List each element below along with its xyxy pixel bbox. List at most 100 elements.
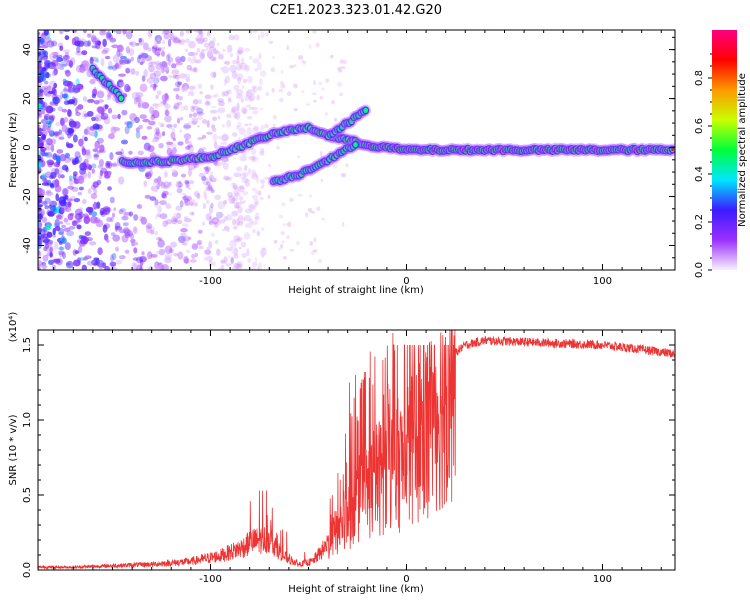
noise-speckle xyxy=(154,62,158,67)
noise-speckle xyxy=(187,51,196,57)
noise-speckle xyxy=(66,80,73,89)
noise-speckle xyxy=(183,194,189,203)
noise-speckle xyxy=(180,116,184,121)
noise-speckle xyxy=(59,245,64,251)
noise-speckle xyxy=(233,172,242,178)
noise-speckle xyxy=(157,103,163,108)
noise-speckle xyxy=(131,91,140,100)
noise-speckle xyxy=(321,87,325,91)
noise-speckle xyxy=(41,216,48,223)
noise-speckle xyxy=(114,222,121,229)
colorbar-tick-label: 0.4 xyxy=(694,166,705,182)
noise-speckle xyxy=(191,243,199,250)
noise-speckle xyxy=(244,123,249,127)
noise-speckle xyxy=(51,138,57,145)
noise-speckle xyxy=(220,161,226,165)
noise-speckle xyxy=(162,220,169,227)
noise-speckle xyxy=(38,39,41,46)
noise-speckle xyxy=(51,51,59,56)
noise-speckle xyxy=(333,164,337,169)
noise-speckle xyxy=(148,120,156,126)
noise-speckle xyxy=(201,175,207,181)
noise-speckle xyxy=(233,235,241,242)
noise-speckle xyxy=(76,45,81,54)
noise-speckle xyxy=(155,76,161,83)
noise-speckle xyxy=(172,147,177,154)
noise-speckle xyxy=(68,60,74,68)
noise-speckle xyxy=(101,49,109,55)
noise-speckle xyxy=(204,94,212,100)
noise-speckle xyxy=(252,228,256,234)
noise-speckle xyxy=(178,235,186,244)
noise-speckle xyxy=(146,77,155,84)
noise-speckle xyxy=(50,40,58,47)
noise-speckle xyxy=(60,174,65,179)
noise-speckle xyxy=(244,208,252,214)
noise-speckle xyxy=(227,227,230,233)
noise-speckle xyxy=(168,74,173,79)
noise-speckle xyxy=(206,31,211,37)
noise-speckle xyxy=(145,173,150,177)
noise-speckle xyxy=(58,136,65,140)
noise-speckle xyxy=(157,37,161,43)
noise-speckle xyxy=(104,55,111,60)
noise-speckle xyxy=(234,239,242,243)
noise-speckle xyxy=(212,134,218,141)
noise-speckle xyxy=(62,88,69,93)
noise-speckle xyxy=(313,237,317,243)
noise-speckle xyxy=(341,173,346,178)
noise-speckle xyxy=(102,206,111,212)
noise-speckle xyxy=(152,226,155,231)
noise-speckle xyxy=(177,251,184,260)
noise-speckle xyxy=(207,184,213,191)
noise-speckle xyxy=(123,210,127,219)
ridge-blob xyxy=(363,107,369,113)
noise-speckle xyxy=(143,180,148,187)
noise-speckle xyxy=(118,255,126,260)
noise-speckle xyxy=(220,259,226,264)
noise-speckle xyxy=(89,216,98,224)
noise-speckle xyxy=(221,66,230,74)
noise-speckle xyxy=(181,223,189,228)
noise-speckle xyxy=(197,239,202,246)
noise-speckle xyxy=(38,60,43,66)
noise-speckle xyxy=(110,232,116,237)
noise-speckle xyxy=(280,231,285,235)
noise-speckle xyxy=(71,186,79,192)
noise-speckle xyxy=(187,91,191,97)
noise-speckle xyxy=(163,66,170,72)
noise-speckle xyxy=(38,97,42,105)
noise-speckle xyxy=(96,201,101,209)
noise-speckle xyxy=(53,68,58,76)
noise-speckle xyxy=(173,35,178,41)
noise-speckle xyxy=(218,100,225,107)
noise-speckle xyxy=(188,140,193,146)
noise-speckle xyxy=(257,62,262,71)
noise-speckle xyxy=(48,126,54,134)
noise-speckle xyxy=(339,92,343,97)
noise-speckle xyxy=(208,216,213,225)
noise-speckle xyxy=(217,201,226,210)
noise-speckle xyxy=(250,205,257,211)
noise-speckle xyxy=(97,90,102,95)
noise-speckle xyxy=(52,228,56,236)
noise-speckle xyxy=(161,61,168,68)
noise-speckle xyxy=(211,177,216,181)
y-tick-label: 1.5 xyxy=(22,337,33,353)
noise-speckle xyxy=(254,200,258,208)
noise-speckle xyxy=(160,67,165,74)
noise-speckle xyxy=(56,149,64,154)
colorbar-tick-label: 0.2 xyxy=(694,214,705,230)
noise-speckle xyxy=(38,239,41,244)
noise-speckle xyxy=(212,94,217,99)
noise-speckle xyxy=(181,173,186,178)
noise-speckle xyxy=(121,215,129,221)
noise-speckle xyxy=(91,168,96,174)
colorbar: 0.0 0.2 0.4 0.6 0.8 Normalized spectral ampl… xyxy=(694,30,748,278)
noise-speckle xyxy=(240,241,247,248)
noise-speckle xyxy=(289,249,295,252)
noise-speckle xyxy=(233,84,240,90)
noise-speckle xyxy=(227,191,233,198)
noise-speckle xyxy=(236,57,240,61)
